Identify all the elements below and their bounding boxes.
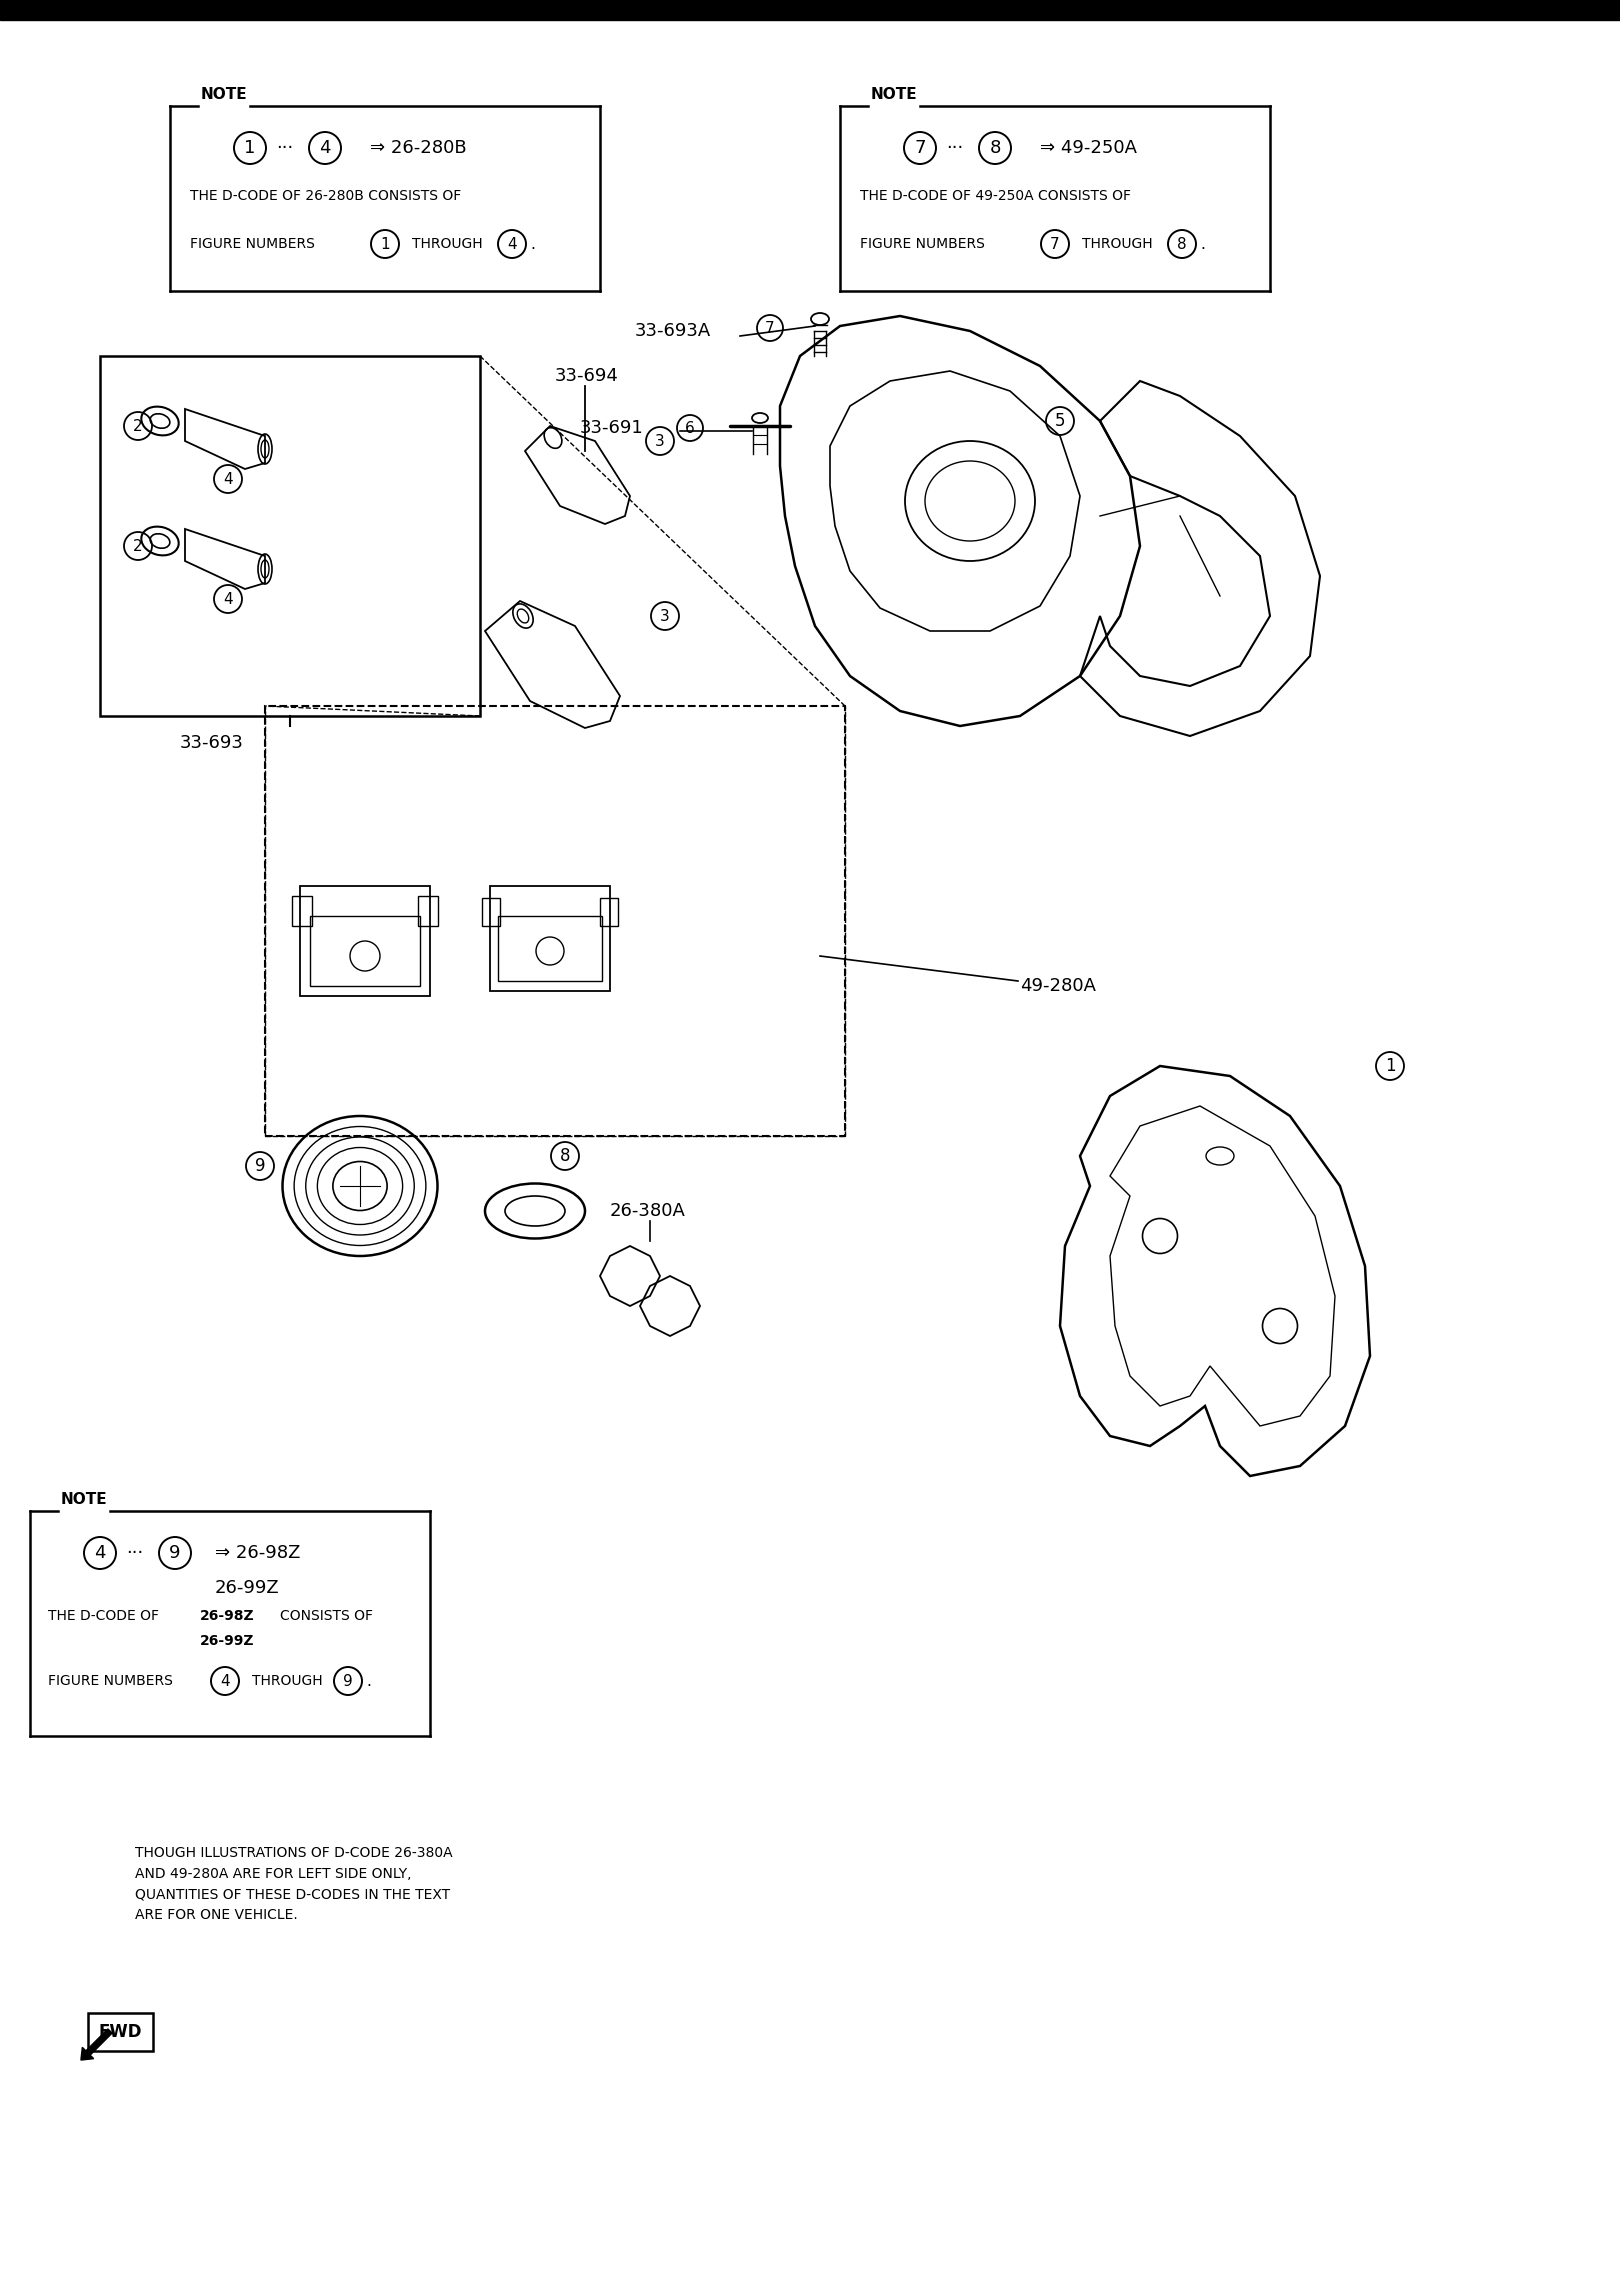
Bar xyxy=(0,0,1620,20)
Text: FIGURE NUMBERS: FIGURE NUMBERS xyxy=(190,237,314,250)
Text: 26-98Z: 26-98Z xyxy=(199,1609,254,1623)
Text: 4: 4 xyxy=(94,1543,105,1561)
Text: NOTE: NOTE xyxy=(870,86,917,102)
Text: 4: 4 xyxy=(224,471,233,487)
Text: 8: 8 xyxy=(1178,237,1187,253)
Bar xyxy=(418,897,437,926)
Text: 4: 4 xyxy=(224,592,233,605)
Bar xyxy=(300,885,429,997)
Text: .: . xyxy=(366,1673,371,1689)
Bar xyxy=(266,706,846,1136)
Bar xyxy=(309,915,420,986)
Text: ···: ··· xyxy=(126,1543,144,1561)
Text: 9: 9 xyxy=(254,1156,266,1174)
Text: 9: 9 xyxy=(168,1543,181,1561)
Text: 7: 7 xyxy=(914,139,925,157)
Text: 33-691: 33-691 xyxy=(580,419,643,437)
Text: 33-694: 33-694 xyxy=(556,366,619,385)
Text: 1: 1 xyxy=(381,237,390,253)
Text: NOTE: NOTE xyxy=(201,86,248,102)
Text: 2: 2 xyxy=(133,419,143,432)
Text: 49-280A: 49-280A xyxy=(1021,976,1097,995)
Bar xyxy=(100,355,480,717)
Bar xyxy=(292,897,313,926)
Text: THE D-CODE OF 26-280B CONSISTS OF: THE D-CODE OF 26-280B CONSISTS OF xyxy=(190,189,462,203)
Text: .: . xyxy=(1200,237,1205,253)
Text: ⇒ 26-280B: ⇒ 26-280B xyxy=(369,139,467,157)
Text: 4: 4 xyxy=(220,1673,230,1689)
Text: THE D-CODE OF: THE D-CODE OF xyxy=(49,1609,159,1623)
Text: THROUGH: THROUGH xyxy=(253,1675,322,1689)
Text: 6: 6 xyxy=(685,421,695,435)
FancyArrow shape xyxy=(81,2028,112,2060)
Bar xyxy=(489,885,611,990)
Text: 9: 9 xyxy=(343,1673,353,1689)
Text: THOUGH ILLUSTRATIONS OF D-CODE 26-380A
AND 49-280A ARE FOR LEFT SIDE ONLY,
QUANT: THOUGH ILLUSTRATIONS OF D-CODE 26-380A A… xyxy=(134,1846,452,1921)
Text: 1: 1 xyxy=(1385,1056,1395,1074)
Text: 3: 3 xyxy=(654,432,664,448)
Text: FIGURE NUMBERS: FIGURE NUMBERS xyxy=(49,1675,173,1689)
Text: 4: 4 xyxy=(319,139,330,157)
Bar xyxy=(87,2012,152,2051)
Text: 2: 2 xyxy=(133,539,143,553)
Text: 26-380A: 26-380A xyxy=(611,1202,685,1220)
Text: ···: ··· xyxy=(946,139,964,157)
Text: 26-99Z: 26-99Z xyxy=(199,1634,254,1648)
Text: 3: 3 xyxy=(659,608,671,624)
Text: FIGURE NUMBERS: FIGURE NUMBERS xyxy=(860,237,985,250)
Text: 26-99Z: 26-99Z xyxy=(215,1580,280,1598)
Text: 33-693A: 33-693A xyxy=(635,321,711,339)
Text: .: . xyxy=(530,237,535,253)
Text: 8: 8 xyxy=(990,139,1001,157)
Text: 7: 7 xyxy=(765,321,774,335)
Text: 7: 7 xyxy=(1050,237,1059,253)
Text: THROUGH: THROUGH xyxy=(411,237,483,250)
Text: 8: 8 xyxy=(561,1147,570,1165)
Bar xyxy=(599,899,617,926)
Text: 33-693: 33-693 xyxy=(180,733,245,751)
Bar xyxy=(483,899,501,926)
Text: THE D-CODE OF 49-250A CONSISTS OF: THE D-CODE OF 49-250A CONSISTS OF xyxy=(860,189,1131,203)
Text: ···: ··· xyxy=(277,139,293,157)
Text: 1: 1 xyxy=(245,139,256,157)
Text: ⇒ 26-98Z: ⇒ 26-98Z xyxy=(215,1543,300,1561)
Text: 4: 4 xyxy=(507,237,517,253)
Text: ⇒ 49-250A: ⇒ 49-250A xyxy=(1040,139,1137,157)
Bar xyxy=(497,915,603,981)
Text: FWD: FWD xyxy=(99,2023,143,2042)
Text: NOTE: NOTE xyxy=(60,1493,107,1507)
Text: 5: 5 xyxy=(1055,412,1066,430)
Text: THROUGH: THROUGH xyxy=(1082,237,1152,250)
Text: CONSISTS OF: CONSISTS OF xyxy=(280,1609,373,1623)
